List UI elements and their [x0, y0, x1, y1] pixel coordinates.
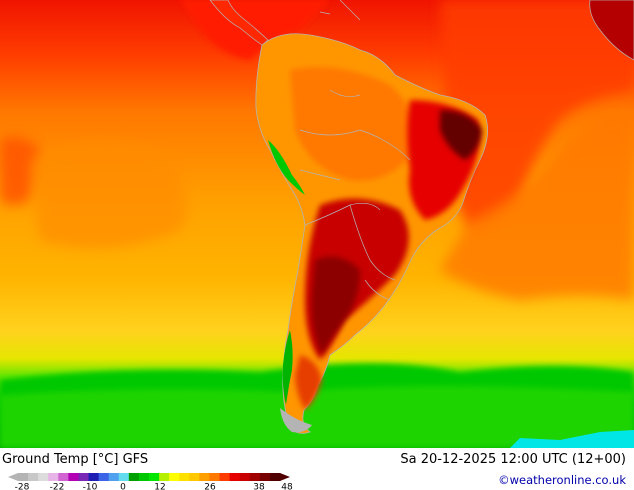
- legend-swatch: [88, 473, 100, 481]
- legend-swatch: [239, 473, 251, 481]
- legend-tick-label: 38: [253, 483, 265, 490]
- southern-light-green: [0, 386, 634, 448]
- andes-green-strip: [268, 140, 305, 195]
- atlantic-warm-band: [440, 0, 634, 230]
- amazon-zone: [290, 67, 416, 181]
- legend-tick-label: 12: [154, 483, 165, 490]
- temperature-map: [0, 0, 634, 448]
- legend-swatch: [179, 473, 190, 481]
- legend-swatch: [68, 473, 79, 481]
- legend-swatch: [269, 473, 281, 481]
- legend-tick-label: 0: [120, 483, 126, 490]
- legend-swatch: [249, 473, 261, 481]
- legend-tick-label: -10: [83, 483, 98, 490]
- map-title: Ground Temp [°C] GFS: [2, 452, 149, 467]
- legend-swatch: [138, 473, 150, 481]
- legend-swatch: [18, 473, 29, 481]
- atlantic-orange-band: [440, 110, 634, 300]
- map-footer: Ground Temp [°C] GFS Sa 20-12-2025 12:00…: [0, 448, 634, 490]
- legend-swatch: [38, 473, 49, 481]
- legend-tick-label: -28: [15, 483, 30, 490]
- legend-swatch: [48, 473, 59, 481]
- color-legend: -28 -22 -10 0 12 26 38 48: [8, 473, 293, 490]
- legend-swatch: [98, 473, 110, 481]
- legend-swatch: [149, 473, 160, 481]
- legend-arrow-right: [280, 473, 290, 481]
- legend-tick-label: 48: [281, 483, 293, 490]
- legend-swatch: [209, 473, 220, 481]
- map-datetime: Sa 20-12-2025 12:00 UTC (12+00): [400, 452, 626, 467]
- legend-swatch: [58, 473, 69, 481]
- site-credit-link[interactable]: ©weatheronline.co.uk: [498, 473, 626, 487]
- legend-swatch: [169, 473, 180, 481]
- legend-tick-label: -22: [50, 483, 65, 490]
- central-america-land: [209, 0, 269, 46]
- legend-swatch: [189, 473, 200, 481]
- legend-swatch: [28, 473, 39, 481]
- legend-tick-label: 26: [204, 483, 216, 490]
- legend-arrow-left: [8, 473, 18, 481]
- patagonia-zone: [295, 355, 322, 410]
- legend-swatch: [108, 473, 120, 481]
- pacific-warm-patch: [0, 136, 40, 205]
- legend-swatch: [259, 473, 271, 481]
- legend-swatch: [229, 473, 241, 481]
- legend-swatch: [128, 473, 140, 481]
- legend-swatch: [219, 473, 231, 481]
- argentina-extreme-zone: [311, 256, 360, 355]
- legend-swatch: [159, 473, 170, 481]
- legend-swatch: [199, 473, 210, 481]
- brazil-extreme-zone: [440, 110, 482, 160]
- caribbean-islands: [319, 0, 361, 21]
- legend-swatch: [78, 473, 89, 481]
- andes-south-strip: [282, 330, 293, 405]
- country-borders: [299, 89, 411, 301]
- africa-corner-land: [589, 0, 634, 61]
- tierra-del-fuego: [280, 408, 312, 433]
- antarctic-cyan: [510, 430, 634, 448]
- pacific-orange-patch: [30, 142, 187, 248]
- legend-swatch: [118, 473, 130, 481]
